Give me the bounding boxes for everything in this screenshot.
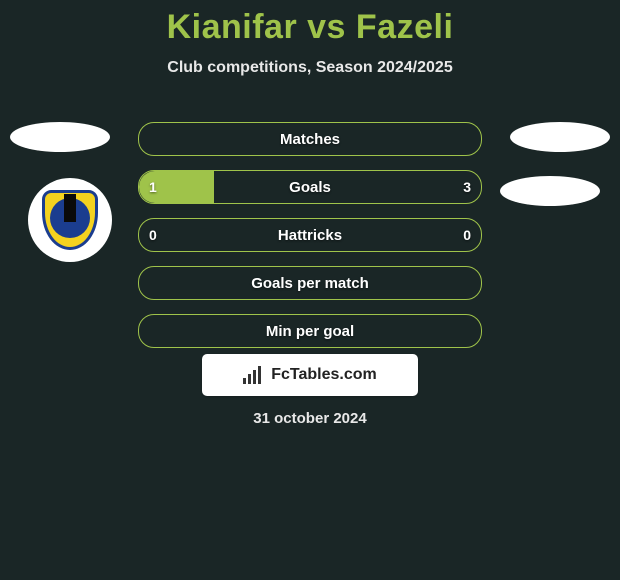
footer-date: 31 october 2024 [0, 410, 620, 427]
stat-label: Matches [139, 123, 481, 155]
player-b-club-crest [500, 176, 600, 206]
comparison-card: Kianifar vs Fazeli Club competitions, Se… [0, 0, 620, 580]
player-b-avatar-small [510, 122, 610, 152]
page-title: Kianifar vs Fazeli [0, 0, 620, 47]
player-a-avatar-small [10, 122, 110, 152]
stats-table: Matches 1 Goals 3 0 Hattricks 0 Goals pe… [138, 122, 482, 362]
stat-label: Min per goal [139, 315, 481, 347]
player-a-club-crest [28, 178, 112, 262]
brand-badge[interactable]: FcTables.com [202, 354, 418, 396]
stat-value-right: 0 [463, 219, 471, 251]
stat-value-left: 0 [149, 219, 157, 251]
stat-value-left: 1 [149, 171, 157, 203]
brand-text: FcTables.com [271, 366, 377, 384]
bar-chart-icon [243, 366, 265, 384]
crest-icon [38, 188, 102, 252]
stat-row-min-per-goal: Min per goal [138, 314, 482, 348]
stat-value-right: 3 [463, 171, 471, 203]
page-subtitle: Club competitions, Season 2024/2025 [0, 59, 620, 77]
stat-row-goals: 1 Goals 3 [138, 170, 482, 204]
stat-row-hattricks: 0 Hattricks 0 [138, 218, 482, 252]
stat-label: Hattricks [139, 219, 481, 251]
stat-row-goals-per-match: Goals per match [138, 266, 482, 300]
stat-row-matches: Matches [138, 122, 482, 156]
stat-label: Goals per match [139, 267, 481, 299]
